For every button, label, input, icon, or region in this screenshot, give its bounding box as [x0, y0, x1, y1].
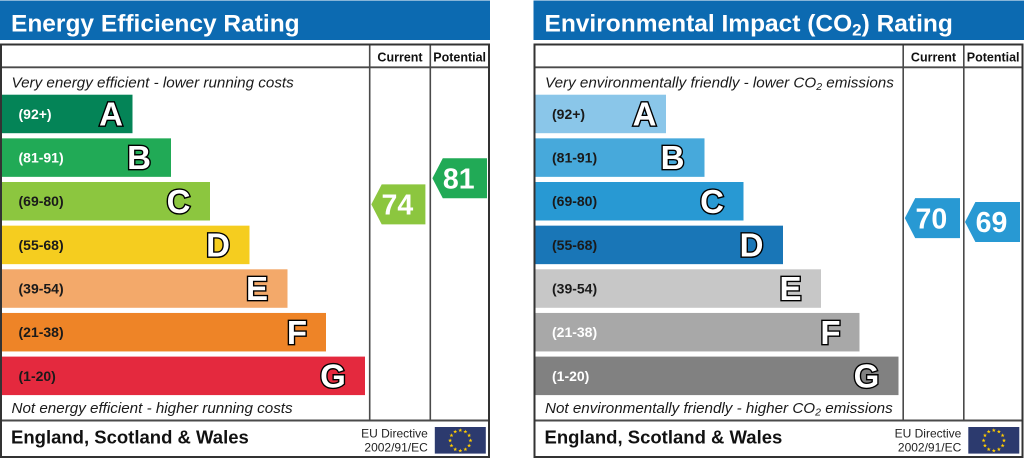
svg-text:Potential: Potential	[433, 50, 486, 64]
svg-text:A: A	[633, 96, 657, 133]
svg-text:Not environmentally friendly -: Not environmentally friendly - higher CO…	[545, 400, 893, 419]
svg-text:F: F	[287, 314, 307, 351]
svg-text:Environmental Impact (CO2) Rat: Environmental Impact (CO2) Rating	[545, 10, 953, 39]
svg-text:(81-91): (81-91)	[552, 150, 597, 166]
svg-text:Current: Current	[377, 50, 423, 64]
svg-text:69: 69	[976, 207, 1008, 239]
svg-text:B: B	[127, 139, 151, 176]
svg-text:(55-68): (55-68)	[19, 237, 64, 253]
svg-text:D: D	[206, 226, 230, 263]
svg-text:D: D	[740, 226, 764, 263]
svg-text:Not energy efficient - higher: Not energy efficient - higher running co…	[12, 400, 294, 417]
svg-text:(1-20): (1-20)	[552, 368, 589, 384]
svg-text:Very energy efficient - lower: Very energy efficient - lower running co…	[12, 74, 295, 91]
svg-text:(21-38): (21-38)	[19, 324, 64, 340]
svg-text:EU Directive: EU Directive	[895, 426, 962, 440]
svg-text:(1-20): (1-20)	[19, 368, 56, 384]
svg-text:Current: Current	[911, 50, 957, 64]
svg-text:A: A	[99, 96, 123, 133]
svg-text:F: F	[820, 314, 840, 351]
svg-text:Very environmentally friendly: Very environmentally friendly - lower CO…	[545, 74, 894, 93]
svg-text:E: E	[246, 270, 268, 307]
svg-text:B: B	[661, 139, 685, 176]
svg-text:England, Scotland & Wales: England, Scotland & Wales	[545, 427, 783, 448]
svg-text:(21-38): (21-38)	[552, 324, 597, 340]
svg-text:70: 70	[916, 203, 948, 235]
svg-text:(92+): (92+)	[552, 106, 585, 122]
svg-text:EU Directive: EU Directive	[361, 426, 428, 440]
svg-text:G: G	[854, 357, 880, 394]
svg-text:2002/91/EC: 2002/91/EC	[898, 440, 962, 454]
svg-text:England, Scotland & Wales: England, Scotland & Wales	[11, 427, 249, 448]
svg-text:Potential: Potential	[967, 50, 1020, 64]
svg-text:C: C	[167, 183, 191, 220]
svg-text:Energy Efficiency Rating: Energy Efficiency Rating	[11, 10, 300, 37]
svg-text:74: 74	[381, 190, 413, 222]
svg-text:G: G	[320, 357, 346, 394]
svg-text:(39-54): (39-54)	[19, 281, 64, 297]
svg-text:81: 81	[443, 163, 475, 195]
svg-text:C: C	[700, 183, 724, 220]
svg-text:(92+): (92+)	[19, 106, 52, 122]
svg-text:(39-54): (39-54)	[552, 281, 597, 297]
svg-text:(69-80): (69-80)	[19, 193, 64, 209]
svg-text:(55-68): (55-68)	[552, 237, 597, 253]
svg-text:2002/91/EC: 2002/91/EC	[364, 440, 428, 454]
svg-text:E: E	[779, 270, 801, 307]
svg-text:(69-80): (69-80)	[552, 193, 597, 209]
svg-text:(81-91): (81-91)	[19, 150, 64, 166]
